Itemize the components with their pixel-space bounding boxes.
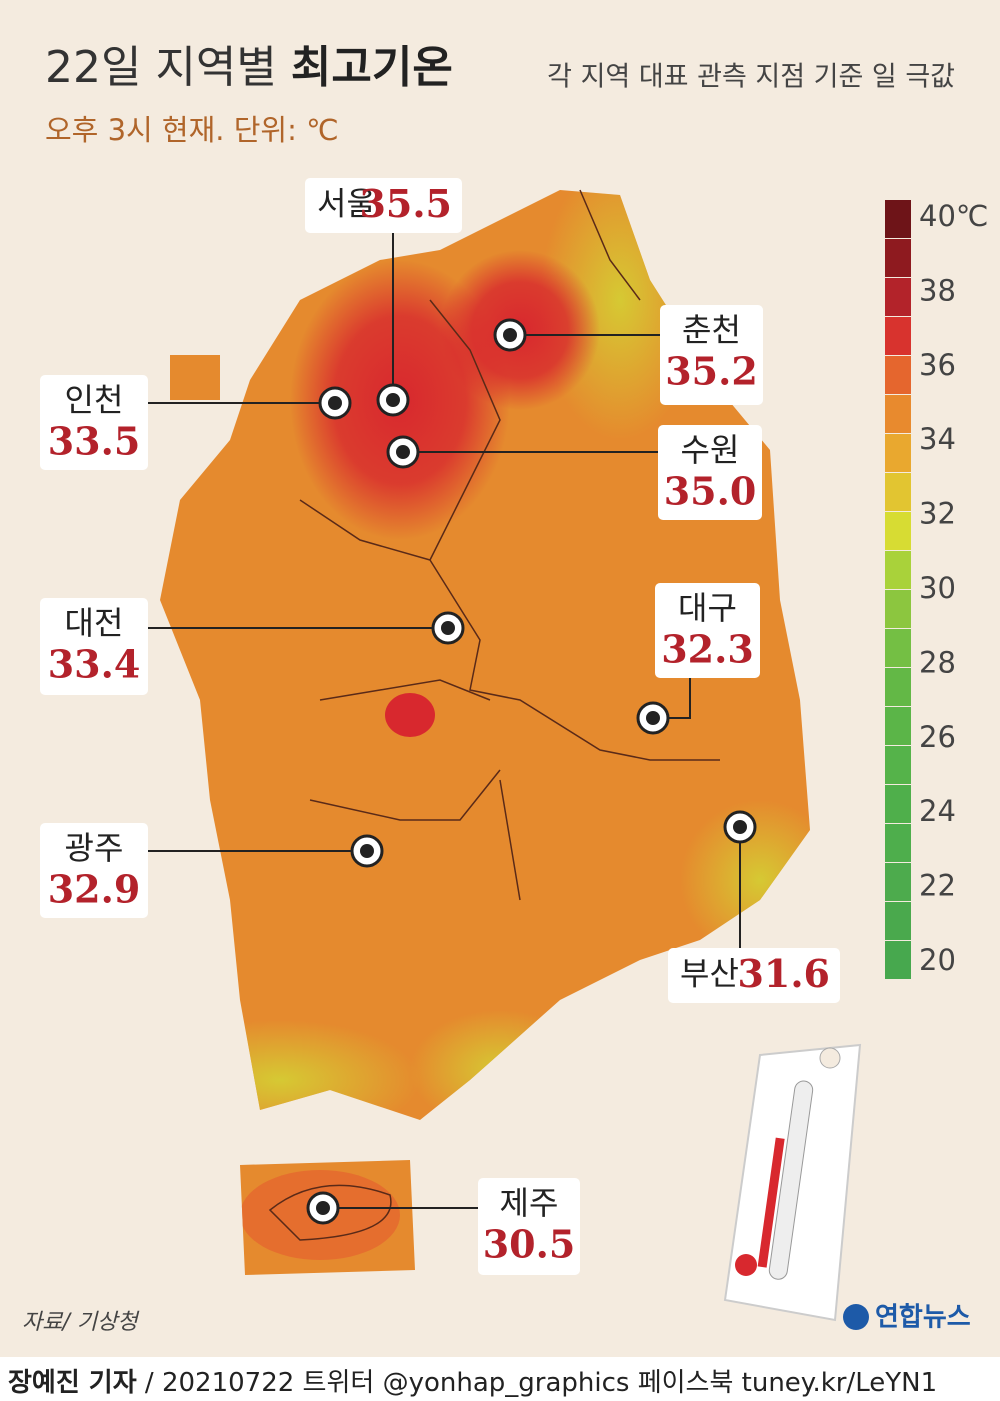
city-name: 춘천 <box>682 311 741 349</box>
legend-swatch <box>885 941 911 979</box>
legend-swatch <box>885 473 911 511</box>
legend-swatch <box>885 512 911 550</box>
city-value: 32.3 <box>661 627 754 672</box>
note: 오후 3시 현재. 단위: ℃ <box>45 113 339 147</box>
legend-tick-label: 30 <box>919 571 956 605</box>
subtitle: 각 지역 대표 관측 지점 기준 일 극값 <box>547 62 955 93</box>
legend-swatch <box>885 863 911 901</box>
city-name: 인천 <box>65 381 124 419</box>
legend-tick-label: 36 <box>919 348 956 382</box>
author: 장예진 기자 <box>8 1368 137 1398</box>
footer-info: / 20210722 트위터 @yonhap_graphics 페이스북 tun… <box>145 1368 937 1398</box>
city-value: 33.5 <box>48 419 141 464</box>
marker-inner <box>360 844 374 858</box>
city-name: 대전 <box>65 604 124 642</box>
marker-inner <box>316 1201 330 1215</box>
legend-swatch <box>885 902 911 940</box>
legend-swatch <box>885 629 911 667</box>
legend-swatch <box>885 356 911 394</box>
marker-inner <box>396 445 410 459</box>
legend-tick-label: 24 <box>919 794 956 828</box>
legend-swatch <box>885 746 911 784</box>
marker-inner <box>733 820 747 834</box>
legend-tick-label: 22 <box>919 869 956 903</box>
legend-tick-label: 26 <box>919 720 956 754</box>
marker-inner <box>503 328 517 342</box>
label-box <box>668 948 840 1003</box>
marker-inner <box>328 396 342 410</box>
city-value: 35.0 <box>664 469 757 514</box>
legend-swatch <box>885 200 911 238</box>
footer: 장예진 기자 / 20210722 트위터 @yonhap_graphics 페… <box>8 1368 937 1398</box>
city-value: 33.4 <box>48 642 141 687</box>
city-name: 광주 <box>65 829 124 867</box>
label-box <box>40 598 148 695</box>
label-box <box>478 1178 580 1275</box>
legend-tick-label: 34 <box>919 422 956 456</box>
city-value: 30.5 <box>483 1222 576 1267</box>
legend-tick-label: 20 <box>919 943 956 977</box>
legend-swatch <box>885 785 911 823</box>
legend-swatch <box>885 434 911 472</box>
city-value: 32.9 <box>48 867 141 912</box>
label-box <box>40 375 148 470</box>
city-name: 부산 <box>680 955 739 993</box>
city-name: 대구 <box>678 589 737 627</box>
marker-inner <box>646 711 660 725</box>
legend-swatch <box>885 707 911 745</box>
city-value: 31.6 <box>737 951 830 996</box>
title-bold: 최고기온 <box>291 42 453 93</box>
legend-tick-label: 28 <box>919 645 956 679</box>
thermometer-icon <box>723 1043 862 1322</box>
label-box <box>655 583 760 678</box>
marker-inner <box>441 621 455 635</box>
logo-mark <box>843 1304 869 1330</box>
city-name: 수원 <box>681 431 740 469</box>
label-box <box>40 823 148 918</box>
legend-swatch <box>885 239 911 277</box>
logo: 연합뉴스 <box>875 1303 971 1333</box>
footer-bar <box>0 1357 1000 1401</box>
city-name: 제주 <box>500 1184 559 1222</box>
legend-swatch <box>885 590 911 628</box>
legend-tick-label: 40℃ <box>919 199 988 233</box>
legend-tick-label: 32 <box>919 497 956 531</box>
marker-inner <box>386 393 400 407</box>
legend-swatch <box>885 824 911 862</box>
city-value: 35.2 <box>665 349 758 394</box>
boundaries <box>268 189 720 1241</box>
title: 22일 지역별 최고기온 <box>45 42 453 93</box>
label-box <box>305 178 462 233</box>
legend-tick-label: 38 <box>919 273 956 307</box>
title-text: 22일 지역별 <box>45 42 277 93</box>
source: 자료/ 기상청 <box>22 1310 140 1335</box>
legend-swatch <box>885 551 911 589</box>
legend-swatch <box>885 668 911 706</box>
legend-swatch <box>885 395 911 433</box>
city-value: 35.5 <box>359 181 452 226</box>
label-box <box>658 425 762 520</box>
legend-swatch <box>885 278 911 316</box>
city-name: 서울 <box>317 185 376 223</box>
label-box <box>660 305 763 405</box>
legend-swatch <box>885 317 911 355</box>
